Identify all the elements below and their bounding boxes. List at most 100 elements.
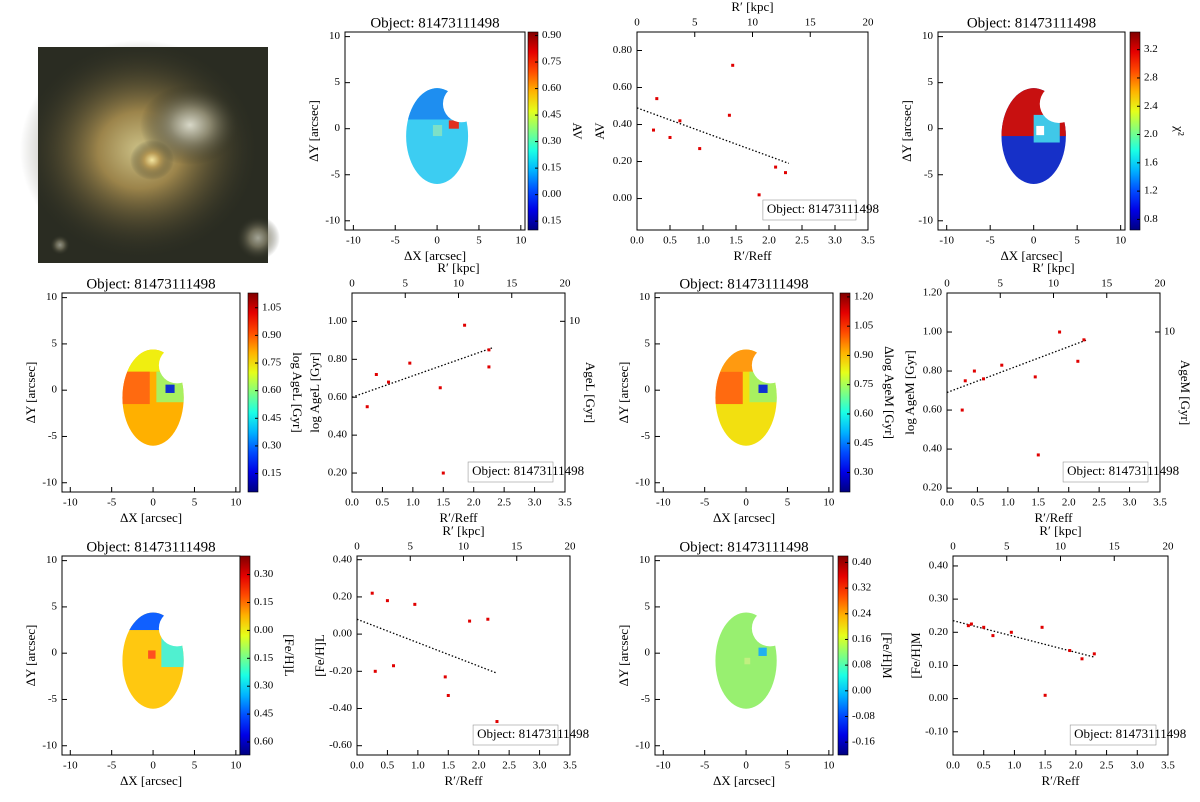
- data-point: [991, 634, 995, 638]
- colorbar-tick-label: 2.0: [1144, 128, 1158, 140]
- scatter-panel: 0 5 10 15 20 R′ [kpc] 10 AgeL [Gyr] Object: 8147…: [307, 260, 598, 525]
- data-point: [963, 379, 967, 383]
- x2-tick-label: 15: [506, 278, 518, 290]
- y-axis-label: ΔY [arcsec]: [23, 362, 38, 424]
- data-point: [438, 386, 442, 390]
- annotation-box: [467, 461, 554, 483]
- data-point: [960, 408, 964, 412]
- y-tick-label: 0.40: [613, 118, 633, 130]
- y-tick-label: -5: [331, 168, 341, 180]
- bin-region: [432, 125, 443, 137]
- colorbar-label: χ²: [1172, 125, 1187, 136]
- x2-tick-label: 20: [863, 17, 875, 29]
- y-tick-label: -0.60: [329, 739, 352, 751]
- scatter-panel: 0 5 10 15 20 R′ [kpc] 10 AgeM [Gyr] Object: 8147…: [902, 260, 1193, 525]
- colorbar-label: AV: [570, 122, 585, 140]
- y-tick-label: -5: [641, 693, 651, 705]
- blob-bite: [1039, 84, 1079, 123]
- colorbar-tick-label: 0.15: [542, 215, 562, 227]
- x-tick-label: 5: [1074, 235, 1080, 247]
- annotation-box: [1062, 461, 1149, 483]
- y-tick-label: -10: [42, 476, 57, 488]
- y-tick-label: -10: [42, 739, 57, 751]
- colorbar-tick-label: 2.8: [1144, 71, 1158, 83]
- y-tick-label: 0: [52, 647, 58, 659]
- x-tick-label: 5: [476, 235, 482, 247]
- x-tick-label: -5: [700, 760, 710, 772]
- colorbar-tick-label: 0.00: [542, 188, 562, 200]
- y-tick-label: -5: [48, 693, 58, 705]
- y2-tick-label: 10: [1164, 326, 1176, 338]
- colorbar-tick-label: 0.30: [254, 568, 274, 580]
- colorbar-tick-label: 0.60: [254, 736, 274, 748]
- map-panel: Object: 81473111498 3.2 2.8 2.4 2.0 1.6 1.2 0.8…: [899, 15, 1187, 263]
- y-tick-label: 0: [645, 647, 651, 659]
- x-tick-label: 2.0: [472, 760, 486, 772]
- data-point: [443, 675, 447, 679]
- colorbar-tick-label: -0.08: [852, 710, 875, 722]
- y-tick-label: 0.00: [929, 692, 949, 704]
- colorbar-tick-label: 0.90: [854, 349, 874, 361]
- y-tick-label: 0: [52, 384, 58, 396]
- y-tick-label: 10: [922, 30, 934, 42]
- x-axis-label: R′/Reff: [734, 248, 773, 263]
- colorbar-tick-label: 0.75: [542, 56, 562, 68]
- annotation: Object: 81473111498: [1067, 463, 1179, 478]
- colorbar-tick-label: 0.30: [542, 135, 562, 147]
- fit-line: [351, 347, 493, 398]
- y-tick-label: 0.00: [613, 192, 633, 204]
- y-tick-label: 0: [645, 384, 651, 396]
- plot-frame: [946, 292, 1161, 493]
- y-tick-label: -10: [325, 214, 340, 226]
- panel-title: Object: 81473111498: [679, 276, 808, 292]
- x-tick-label: -5: [391, 235, 401, 247]
- annotation-box: [762, 199, 857, 221]
- y-tick-label: 0.20: [923, 482, 943, 494]
- y-axis-label: ΔY [arcsec]: [23, 625, 38, 687]
- x-tick-label: -5: [700, 497, 710, 509]
- bin-region: [448, 120, 459, 129]
- data-point: [487, 365, 491, 369]
- map-panel: Object: 81473111498 0.30 0.15 0.00 0.15 0.30 0…: [23, 539, 297, 788]
- x2-axis-label: R′ [kpc]: [1039, 523, 1081, 538]
- x2-tick-label: 20: [1155, 278, 1167, 290]
- data-point: [774, 165, 778, 169]
- colorbar: [1129, 31, 1141, 231]
- data-point: [652, 128, 655, 132]
- data-point: [668, 135, 672, 139]
- data-point: [966, 624, 970, 628]
- data-point: [387, 380, 391, 384]
- x-tick-label: -5: [107, 760, 117, 772]
- y-tick-label: 10: [329, 30, 341, 42]
- y-tick-label: 0.20: [613, 155, 633, 167]
- y-axis-label: AV: [592, 122, 607, 140]
- x-tick-label: 3.0: [1130, 760, 1144, 772]
- y-tick-label: 5: [928, 76, 934, 88]
- panel-title: Object: 81473111498: [370, 15, 499, 31]
- colorbar-tick-label: 0.45: [542, 109, 562, 121]
- colorbar-tick-label: 3.2: [1144, 43, 1158, 55]
- data-point: [972, 369, 976, 373]
- annotation-box: [472, 724, 559, 746]
- x-tick-label: 1.0: [696, 235, 710, 247]
- x-tick-label: 0: [434, 235, 440, 247]
- y-tick-label: 10: [46, 291, 58, 303]
- x-tick-label: 10: [823, 497, 835, 509]
- x-axis-label: ΔX [arcsec]: [1000, 248, 1062, 263]
- x-tick-label: 0.5: [663, 235, 677, 247]
- colorbar-tick-label: 0.00: [852, 684, 872, 696]
- fit-line: [356, 618, 498, 674]
- bin-region: [715, 371, 743, 405]
- x-axis-label: R′/Reff: [1042, 773, 1081, 788]
- y-tick-label: 0.80: [328, 353, 348, 365]
- x2-tick-label: 0: [944, 278, 950, 290]
- x-tick-label: 5: [785, 497, 791, 509]
- data-point: [373, 669, 377, 673]
- y-tick-label: 10: [639, 291, 651, 303]
- x2-axis-label: R′ [kpc]: [1032, 260, 1074, 275]
- bin-region: [758, 384, 768, 393]
- x-tick-label: 0.5: [971, 497, 985, 509]
- x-tick-label: 0.0: [350, 760, 364, 772]
